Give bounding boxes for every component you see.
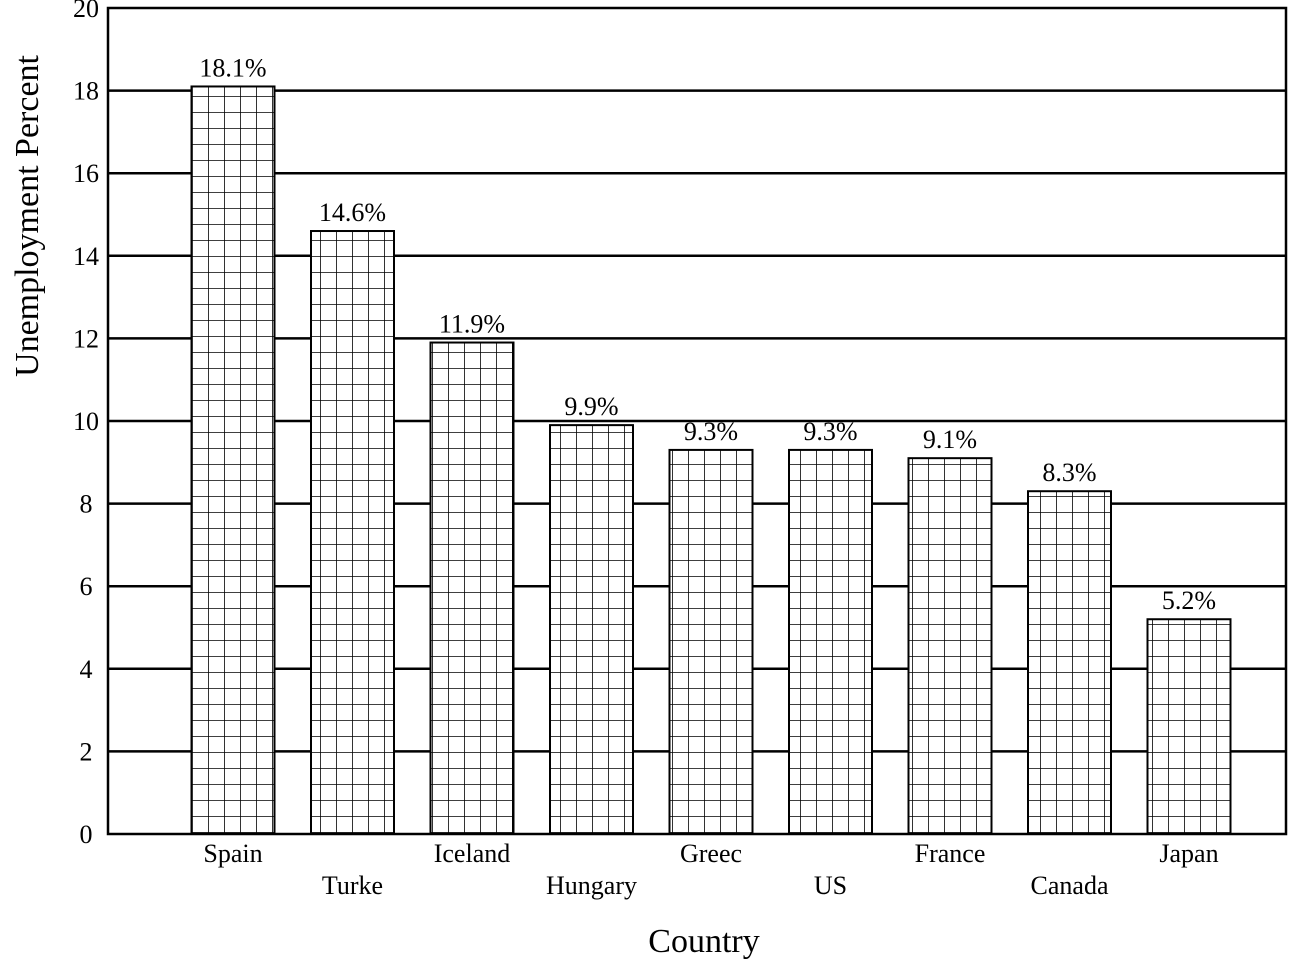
data-labels: 18.1% 14.6% 11.9% 9.9% 9.3% 9.3% 9.1% 8.3% 5.2% [199,53,1216,615]
y-tick-label: 8 [80,490,93,519]
bar-spain [190,85,276,836]
x-category-label: Hungary [546,871,637,900]
bar-us [788,448,873,835]
data-label: 9.1% [923,425,977,454]
bars [190,85,1232,836]
data-label: 9.9% [564,392,618,421]
x-axis-title: Country [648,923,759,960]
bar-hungary [549,424,634,835]
x-category-label: Iceland [434,839,511,868]
data-label: 5.2% [1162,586,1216,615]
y-tick-label: 10 [73,407,99,436]
y-tick-label: 16 [73,159,99,188]
x-category-label: Turke [322,871,383,900]
y-tick-label: 2 [80,737,93,766]
bar-canada [1027,490,1112,835]
y-tick-label: 12 [73,324,99,353]
data-label: 11.9% [439,310,505,339]
x-category-label: France [915,839,986,868]
gridlines [108,89,1286,753]
y-tick-label: 4 [80,655,93,684]
y-tick-label: 6 [80,572,93,601]
x-axis-labels: Spain Turke Iceland Hungary Greec US France Can… [203,839,1218,900]
data-label: 18.1% [199,53,266,82]
bar-japan [1146,618,1232,835]
y-tick-label: 20 [73,0,99,23]
y-axis-title: Unemployment Percent [9,54,46,377]
y-tick-label: 18 [73,77,99,106]
bar-iceland [429,341,515,835]
data-label: 8.3% [1042,458,1096,487]
x-category-label: US [814,871,847,900]
data-label: 14.6% [319,198,386,227]
data-label: 9.3% [684,417,738,446]
bar-turke [310,230,395,835]
data-label: 9.3% [803,417,857,446]
x-category-label: Greec [680,839,742,868]
x-category-label: Japan [1159,839,1218,868]
y-tick-label: 0 [80,820,93,849]
y-tick-label: 14 [73,242,99,271]
plot-frame [106,6,1288,836]
bar-greec [668,448,754,835]
y-axis-ticks: 0 2 4 6 8 10 12 14 16 18 20 [73,0,99,849]
bar-france [907,457,993,835]
x-category-label: Canada [1031,871,1109,900]
x-category-label: Spain [203,839,262,868]
